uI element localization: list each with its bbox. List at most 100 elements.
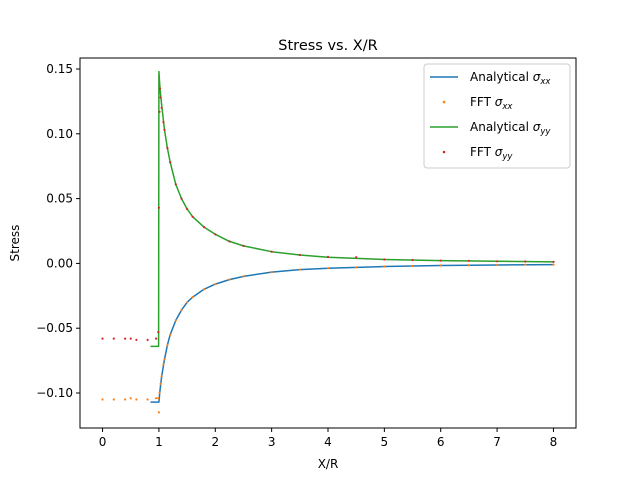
series-point-fft-xx — [496, 263, 499, 267]
series-point-fft-yy — [186, 207, 189, 211]
series-point-fft-xx — [186, 301, 189, 304]
series-point-fft-yy — [496, 260, 499, 263]
series-point-fft-xx — [135, 398, 138, 401]
legend-box — [423, 63, 571, 169]
series-point-fft-yy — [112, 337, 115, 340]
series-point-fft-yy — [552, 260, 555, 263]
series-layer — [101, 70, 555, 414]
y-tick-label: 0.15 — [46, 62, 73, 76]
series-point-fft-yy — [163, 128, 166, 131]
series-point-fft-yy — [298, 253, 301, 257]
series-point-fft-xx — [326, 267, 330, 270]
series-point-fft-yy — [242, 244, 245, 247]
series-point-fft-xx — [228, 278, 231, 281]
series-point-fft-xx — [101, 398, 104, 401]
series-point-fft-xx — [169, 333, 172, 336]
series-point-fft-xx — [157, 397, 160, 400]
series-point-fft-yy — [439, 259, 442, 262]
series-point-fft-yy — [467, 259, 470, 262]
y-tick-label: −0.05 — [36, 321, 73, 335]
series-point-fft-xx — [383, 265, 386, 268]
series-point-fft-yy — [214, 233, 217, 236]
series-point-fft-yy — [174, 183, 177, 186]
legend: Analytical σxx FFT σxx Analytical σyy FFT σ… — [423, 63, 571, 169]
series-point-fft-yy — [411, 258, 414, 262]
series-point-fft-xx — [162, 363, 165, 366]
series-point-fft-yy — [155, 337, 158, 340]
series-point-fft-yy — [146, 338, 149, 341]
series-point-fft-xx — [355, 266, 358, 269]
chart-title: Stress vs. X/R — [278, 38, 377, 54]
series-point-fft-yy — [158, 110, 161, 113]
series-point-fft-yy — [129, 337, 132, 340]
series-point-fft-xx — [124, 398, 127, 401]
series-point-fft-xx — [242, 275, 245, 278]
y-tick-label: 0.10 — [46, 127, 73, 141]
series-line-analytical-yy — [150, 70, 554, 348]
series-point-fft-xx — [214, 283, 217, 286]
series-point-fft-xx — [174, 319, 177, 322]
series-point-fft-xx — [155, 397, 158, 400]
x-tick-label: 8 — [550, 435, 558, 449]
series-point-fft-xx — [158, 391, 161, 395]
x-tick-label: 3 — [268, 435, 276, 449]
series-point-fft-yy — [158, 87, 162, 90]
series-point-fft-yy — [355, 256, 358, 259]
series-point-fft-yy — [180, 197, 183, 200]
series-point-fft-xx — [166, 344, 169, 347]
series-point-fft-xx — [160, 375, 163, 378]
series-point-fft-xx — [202, 288, 206, 291]
series-point-fft-yy — [169, 161, 172, 164]
series-point-fft-xx — [180, 309, 183, 312]
legend-label-analytical-yy: Analytical σyy — [470, 120, 551, 137]
y-axis: −0.10 −0.05 0.00 0.05 0.10 0.15 — [36, 62, 80, 400]
plot-area — [101, 70, 555, 414]
series-point-fft-yy — [160, 106, 163, 109]
series-point-fft-yy — [157, 206, 160, 209]
y-tick-label: 0.00 — [46, 256, 73, 270]
series-point-fft-yy — [270, 250, 273, 253]
series-point-fft-yy — [162, 121, 165, 124]
series-point-fft-xx — [112, 398, 115, 401]
series-point-fft-xx — [146, 398, 149, 401]
x-tick-label: 0 — [99, 435, 107, 449]
series-point-fft-xx — [129, 397, 132, 400]
series-point-fft-yy — [135, 338, 138, 341]
x-tick-label: 7 — [493, 435, 501, 449]
series-point-fft-yy — [524, 260, 527, 263]
series-point-fft-xx — [298, 268, 301, 271]
series-point-fft-xx — [467, 264, 470, 267]
series-point-fft-yy — [157, 331, 160, 334]
series-point-fft-xx — [411, 264, 414, 268]
series-point-fft-yy — [191, 215, 194, 218]
series-point-fft-yy — [383, 258, 386, 261]
x-axis: 0 1 2 3 4 5 6 7 8 — [99, 428, 558, 449]
series-point-fft-yy — [101, 337, 104, 340]
x-axis-label: X/R — [318, 457, 339, 471]
series-point-fft-yy — [124, 337, 127, 340]
y-tick-label: 0.05 — [46, 192, 73, 206]
legend-handle-fft-yy — [442, 150, 446, 154]
series-point-fft-yy — [159, 96, 162, 99]
x-tick-label: 2 — [211, 435, 219, 449]
series-point-fft-xx — [163, 358, 166, 361]
legend-handle-fft-xx — [442, 100, 446, 104]
series-point-fft-xx — [270, 271, 273, 274]
series-point-fft-xx — [191, 296, 194, 299]
legend-label-analytical-xx: Analytical σxx — [470, 70, 551, 87]
series-point-fft-yy — [202, 226, 206, 229]
series-point-fft-yy — [166, 147, 169, 150]
y-axis-label: Stress — [8, 225, 22, 262]
series-point-fft-xx — [552, 263, 555, 266]
series-point-fft-xx — [157, 411, 160, 414]
x-tick-label: 4 — [324, 435, 332, 449]
y-tick-label: −0.10 — [36, 386, 73, 400]
series-point-fft-yy — [228, 240, 231, 243]
series-point-fft-xx — [524, 263, 527, 266]
x-tick-label: 1 — [155, 435, 163, 449]
series-point-fft-xx — [439, 264, 442, 267]
legend-label-fft-xx: FFT σxx — [470, 95, 513, 112]
x-tick-label: 6 — [437, 435, 445, 449]
x-tick-label: 5 — [381, 435, 389, 449]
